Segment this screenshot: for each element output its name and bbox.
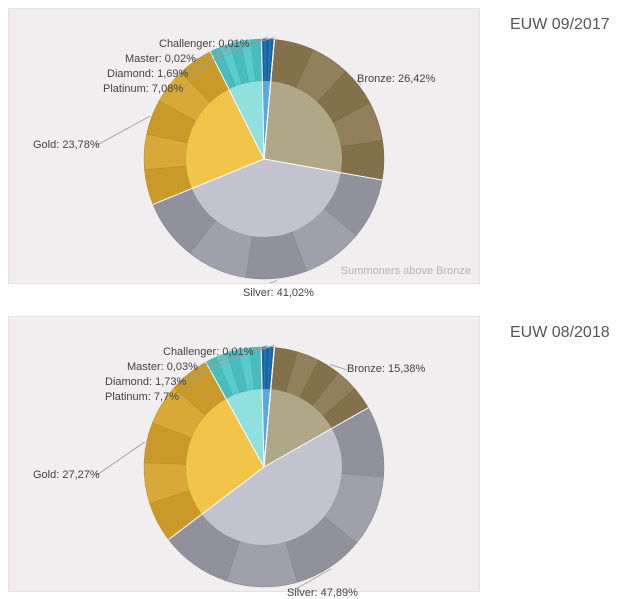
pie-chart-1: Bronze: 26,42%Silver: 41,02%Gold: 23,78%… [9,9,479,283]
slice-label-master: Master: 0,02% [125,53,196,65]
slice-label-diamond: Diamond: 1,73% [105,376,186,388]
slice-label-gold: Gold: 23,78% [33,139,100,151]
chart-panel-1: Bronze: 26,42%Silver: 41,02%Gold: 23,78%… [8,8,480,284]
chart-caption-1: Summoners above Bronze [341,265,471,277]
slice-label-gold: Gold: 27,27% [33,469,100,481]
slice-label-platinum: Platinum: 7,7% [105,391,179,403]
slice-label-platinum: Platinum: 7,08% [103,83,183,95]
slice-label-diamond: Diamond: 1,69% [107,68,188,80]
slice-label-silver: Silver: 41,02% [243,287,314,299]
slice-label-bronze: Bronze: 15,38% [347,363,425,375]
slice-label-challenger: Challenger: 0,01% [159,38,250,50]
slice-label-bronze: Bronze: 26,42% [357,73,435,85]
slice-label-master: Master: 0,03% [127,361,198,373]
slice-label-silver: Silver: 47,89% [287,587,358,599]
chart-title-2: EUW 08/2018 [510,324,610,342]
slice-label-challenger: Challenger: 0,01% [163,346,254,358]
pie-chart-2: Bronze: 15,38%Silver: 47,89%Gold: 27,27%… [9,317,479,591]
chart-title-1: EUW 09/2017 [510,16,610,34]
chart-panel-2: Bronze: 15,38%Silver: 47,89%Gold: 27,27%… [8,316,480,592]
pie-svg [9,317,479,591]
